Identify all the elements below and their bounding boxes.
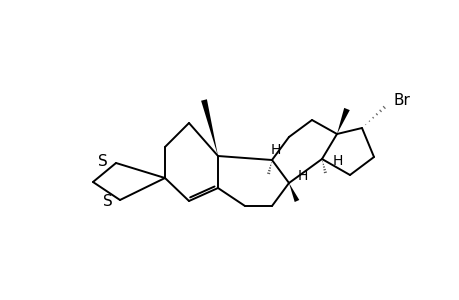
Polygon shape xyxy=(336,108,349,134)
Polygon shape xyxy=(201,99,218,156)
Text: H: H xyxy=(332,154,342,168)
Text: S: S xyxy=(103,194,112,209)
Polygon shape xyxy=(288,183,299,202)
Text: H: H xyxy=(270,143,280,157)
Text: S: S xyxy=(98,154,108,169)
Text: Br: Br xyxy=(393,92,410,107)
Text: H: H xyxy=(297,169,308,183)
